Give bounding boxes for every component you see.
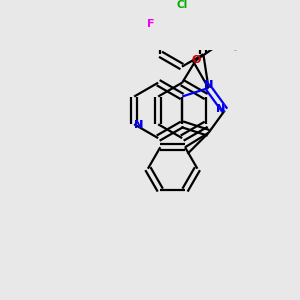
Text: N: N: [216, 104, 225, 114]
Text: N: N: [204, 80, 213, 90]
Text: N: N: [134, 121, 144, 130]
Text: N: N: [134, 121, 144, 130]
Text: N: N: [134, 121, 144, 130]
Text: N: N: [216, 104, 225, 114]
Text: O: O: [191, 56, 200, 65]
Text: N: N: [204, 80, 213, 90]
Text: N: N: [204, 80, 213, 90]
Text: N: N: [216, 104, 225, 114]
Text: Cl: Cl: [176, 0, 188, 10]
Text: F: F: [147, 19, 154, 29]
